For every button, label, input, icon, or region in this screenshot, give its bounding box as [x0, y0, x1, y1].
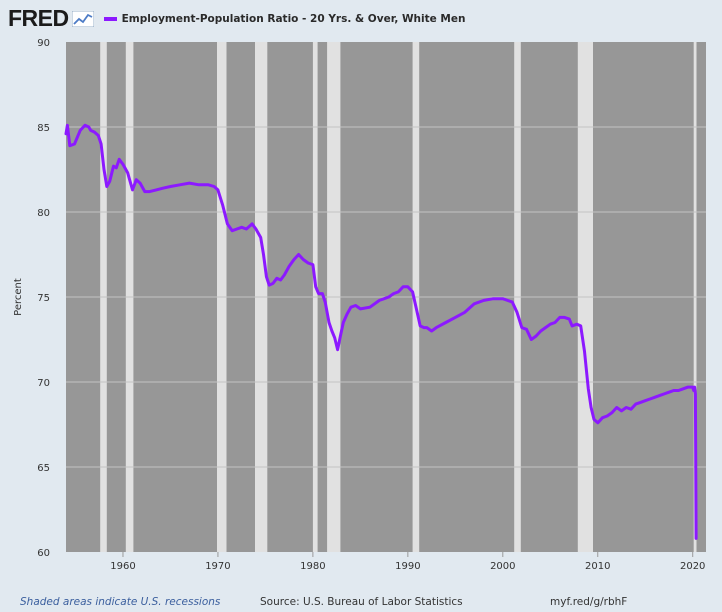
- x-tick-label: 2020: [680, 561, 705, 572]
- x-tick-label: 1980: [300, 561, 325, 572]
- short-link[interactable]: myf.red/g/rbhF: [550, 596, 628, 608]
- x-axis-ticks: 1960 1970 1980 1990 2000 2010 2020: [110, 552, 705, 572]
- x-tick-label: 2000: [490, 561, 515, 572]
- legend: Employment-Population Ratio - 20 Yrs. & …: [103, 13, 466, 25]
- source-text: Source: U.S. Bureau of Labor Statistics: [260, 596, 463, 608]
- chart-line-icon: [71, 11, 94, 27]
- x-tick-label: 1960: [110, 561, 135, 572]
- y-tick-label: 70: [37, 378, 50, 389]
- y-tick-label: 60: [37, 548, 50, 559]
- y-tick-label: 75: [37, 293, 50, 304]
- y-tick-label: 80: [37, 208, 50, 219]
- y-axis-label: Percent: [13, 278, 24, 316]
- y-tick-label: 90: [37, 38, 50, 49]
- x-tick-label: 1970: [205, 561, 230, 572]
- fred-logo[interactable]: FRED: [8, 5, 69, 31]
- legend-swatch: [103, 17, 117, 21]
- series-line: [64, 123, 698, 540]
- recession-note: Shaded areas indicate U.S. recessions: [20, 596, 221, 608]
- x-tick-label: 2010: [585, 561, 610, 572]
- header: FRED Employment-Population Ratio - 20 Yr…: [8, 6, 465, 30]
- y-axis-ticks: 60 65 70 75 80 85 90: [37, 38, 50, 559]
- y-tick-label: 65: [37, 463, 50, 474]
- legend-label: Employment-Population Ratio - 20 Yrs. & …: [121, 13, 466, 25]
- x-tick-label: 1990: [395, 561, 420, 572]
- y-tick-label: 85: [37, 123, 50, 134]
